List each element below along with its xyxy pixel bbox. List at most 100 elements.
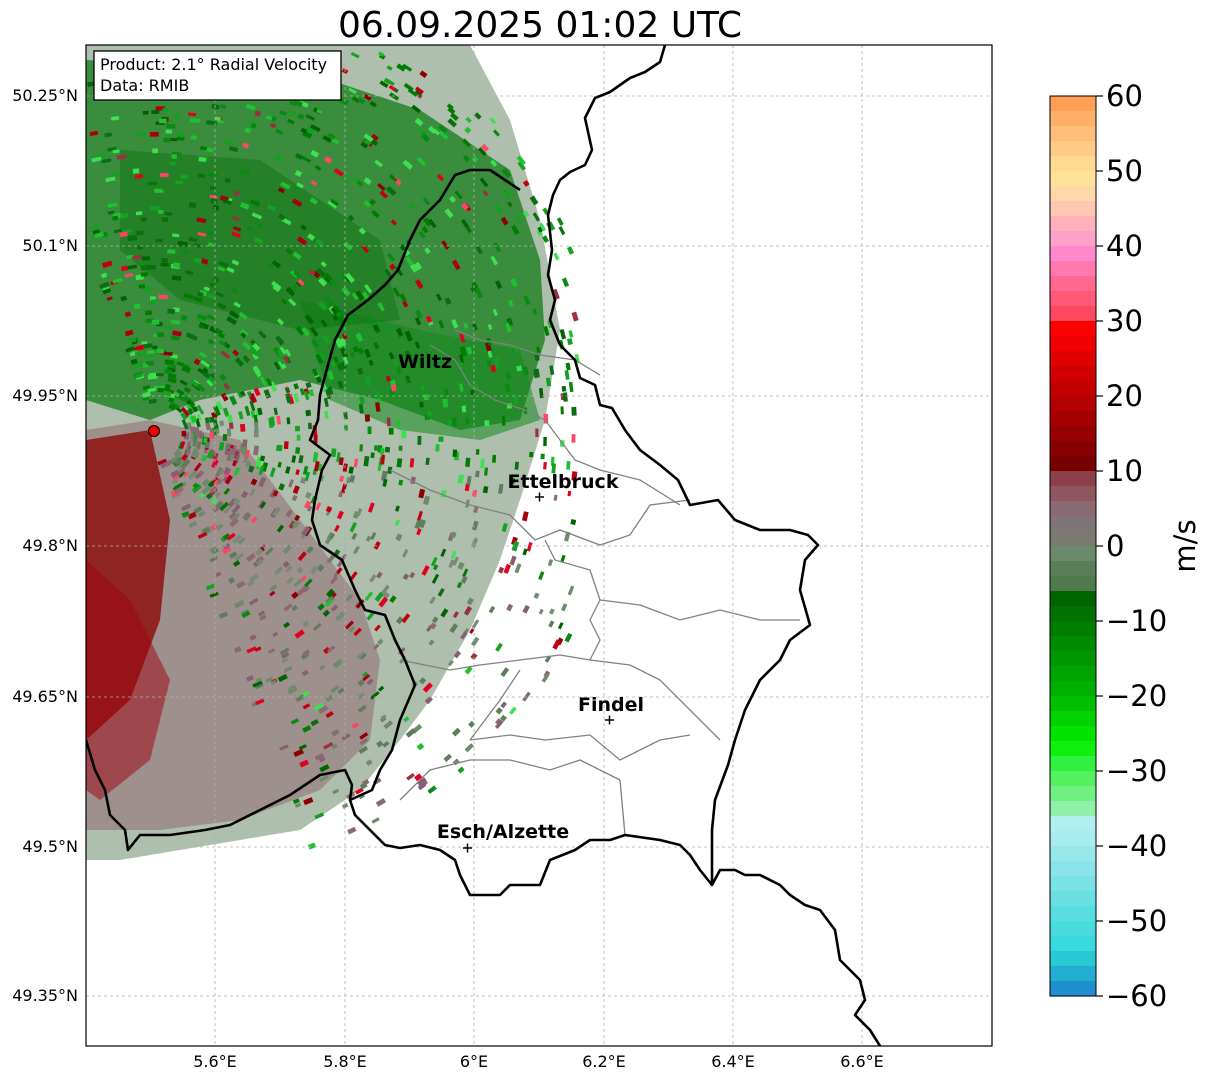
radar-pixel	[305, 491, 312, 499]
radar-pixel	[234, 552, 245, 562]
radar-pixel	[480, 458, 485, 469]
lat-tick-label: 49.65°N	[12, 687, 78, 706]
radar-pixel	[567, 490, 572, 497]
radar-pixel	[190, 135, 197, 140]
radar-pixel	[170, 335, 180, 341]
radar-pixel	[333, 356, 339, 364]
radar-pixel	[315, 267, 326, 278]
colorbar-band	[1050, 411, 1096, 427]
colorbar-tick-label: −10	[1106, 604, 1167, 638]
radar-pixel	[451, 417, 457, 426]
radar-pixel	[295, 447, 301, 455]
radar-pixel	[206, 379, 214, 387]
radar-pixel	[125, 346, 135, 353]
radar-pixel	[464, 665, 473, 675]
radar-pixel	[492, 454, 497, 463]
radar-pixel	[324, 296, 334, 307]
radar-pixel	[180, 174, 189, 180]
radar-pixel	[522, 548, 528, 556]
radar-pixel	[452, 611, 460, 619]
radar-pixel	[522, 179, 530, 187]
place-label-esch-alzette: Esch/Alzette	[437, 821, 569, 843]
colorbar-band	[1050, 276, 1096, 292]
radar-pixel	[233, 646, 242, 653]
radar-pixel	[373, 541, 381, 550]
radar-pixel	[292, 485, 300, 495]
radar-pixel	[120, 212, 129, 219]
radar-pixel	[301, 155, 312, 163]
radar-pixel	[419, 70, 428, 78]
radar-pixel	[294, 802, 302, 808]
radar-pixel	[187, 511, 197, 520]
radar-pixel	[533, 370, 540, 379]
radar-pixel	[312, 623, 322, 632]
lon-tick-label: 6.4°E	[711, 1052, 755, 1071]
radar-pixel	[360, 244, 370, 254]
radar-pixel	[341, 733, 351, 741]
radar-pixel	[534, 354, 540, 362]
radar-pixel	[319, 764, 330, 773]
radar-pixel	[564, 632, 573, 643]
radar-pixel	[331, 604, 339, 612]
colorbar-band	[1050, 606, 1096, 622]
radar-pixel	[421, 226, 429, 234]
radar-pixel	[571, 406, 577, 416]
radar-pixel	[236, 580, 246, 589]
radar-pixel	[398, 479, 404, 486]
radar-pixel	[196, 413, 202, 421]
radar-pixel	[112, 149, 120, 154]
radar-pixel	[474, 112, 482, 120]
radar-pixel	[229, 454, 235, 462]
radar-pixel	[315, 502, 322, 511]
radar-pixel	[319, 353, 326, 361]
radar-pixel	[223, 506, 232, 514]
radar-pixel	[370, 452, 375, 459]
radar-pixel	[142, 110, 149, 115]
radar-pixel	[495, 642, 503, 652]
radar-pixel	[239, 202, 250, 210]
radar-pixel	[533, 592, 540, 599]
radar-pixel	[347, 318, 354, 325]
radar-pixel	[161, 258, 168, 263]
radar-pixel	[566, 461, 571, 470]
radar-pixel	[414, 309, 423, 319]
radar-pixel	[436, 173, 445, 182]
radar-pixel	[526, 541, 533, 552]
radar-pixel	[277, 187, 285, 194]
radar-pixel	[151, 110, 160, 114]
radar-pixel	[228, 422, 234, 430]
radar-pixel	[451, 259, 461, 271]
radar-pixel	[231, 504, 241, 514]
radar-pixel	[571, 311, 579, 322]
radar-pixel	[333, 167, 345, 177]
radar-pixel	[180, 314, 188, 321]
colorbar-band	[1050, 291, 1096, 307]
radar-pixel	[556, 217, 564, 226]
radar-pixel	[229, 512, 236, 519]
radar-pixel	[193, 451, 200, 460]
radar-pixel	[237, 391, 244, 399]
radar-pixel	[267, 648, 275, 654]
radar-pixel	[315, 353, 324, 365]
radar-pixel	[251, 212, 263, 220]
radar-pixel	[324, 272, 333, 282]
radar-pixel	[155, 239, 163, 243]
radar-pixel	[207, 171, 219, 178]
radar-pixel	[214, 491, 222, 499]
radar-pixel	[390, 219, 397, 226]
radar-pixel	[359, 782, 368, 790]
radar-pixel	[351, 722, 360, 729]
radar-pixel	[561, 385, 567, 392]
radar-pixel	[359, 738, 369, 746]
radar-pixel	[479, 177, 489, 188]
radar-pixel	[212, 276, 220, 283]
radar-pixel	[275, 335, 285, 346]
radar-pixel	[243, 456, 249, 464]
radar-pixel	[176, 136, 185, 141]
radar-pixel	[407, 354, 414, 364]
radar-pixel	[363, 177, 372, 186]
radar-pixel	[322, 609, 330, 617]
radar-pixel	[170, 401, 180, 409]
radar-pixel	[310, 719, 319, 727]
radar-pixel	[290, 718, 299, 725]
